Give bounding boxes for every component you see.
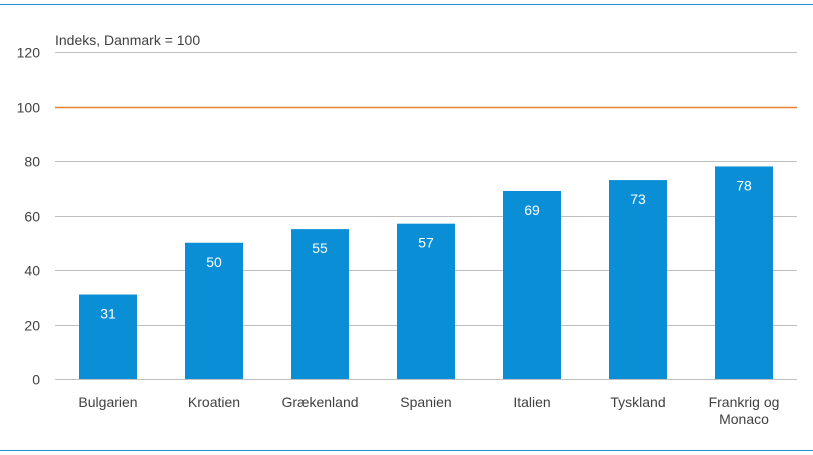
bar (291, 229, 349, 379)
bar-value-label: 69 (524, 202, 540, 218)
y-tick-label: 60 (24, 209, 40, 225)
x-category-label: Spanien (400, 394, 451, 410)
bars: 31 50 55 57 69 73 78 (79, 166, 773, 379)
x-category-label: Monaco (719, 411, 769, 427)
bar (609, 180, 667, 379)
top-rule (0, 4, 813, 5)
x-category-label: Kroatien (188, 394, 240, 410)
x-category-label: Frankrig og (709, 394, 780, 410)
bar (715, 166, 773, 379)
bar-value-label: 78 (736, 177, 752, 193)
x-category-label: Grækenland (281, 394, 358, 410)
x-category-label: Italien (513, 394, 550, 410)
bar (397, 223, 455, 379)
bar (503, 190, 561, 379)
y-tick-label: 120 (17, 45, 41, 61)
y-tick-label: 20 (24, 318, 40, 334)
bar-value-label: 31 (100, 306, 116, 322)
y-axis-ticks: 0 20 40 60 80 100 120 (17, 45, 41, 388)
bar-value-label: 73 (630, 191, 646, 207)
bar-value-label: 50 (206, 254, 222, 270)
bar (185, 242, 243, 379)
bar (79, 294, 137, 379)
y-tick-label: 0 (32, 372, 40, 388)
y-tick-label: 40 (24, 263, 40, 279)
bottom-rule (0, 450, 813, 451)
y-tick-label: 100 (17, 100, 41, 116)
unit-label: Indeks, Danmark = 100 (55, 32, 200, 48)
x-category-label: Tyskland (610, 394, 665, 410)
bar-value-label: 57 (418, 235, 434, 251)
bar-value-label: 55 (312, 240, 328, 256)
y-tick-label: 80 (24, 154, 40, 170)
x-axis-labels: Bulgarien Kroatien Grækenland Spanien Italie… (78, 394, 779, 427)
x-category-label: Bulgarien (78, 394, 137, 410)
